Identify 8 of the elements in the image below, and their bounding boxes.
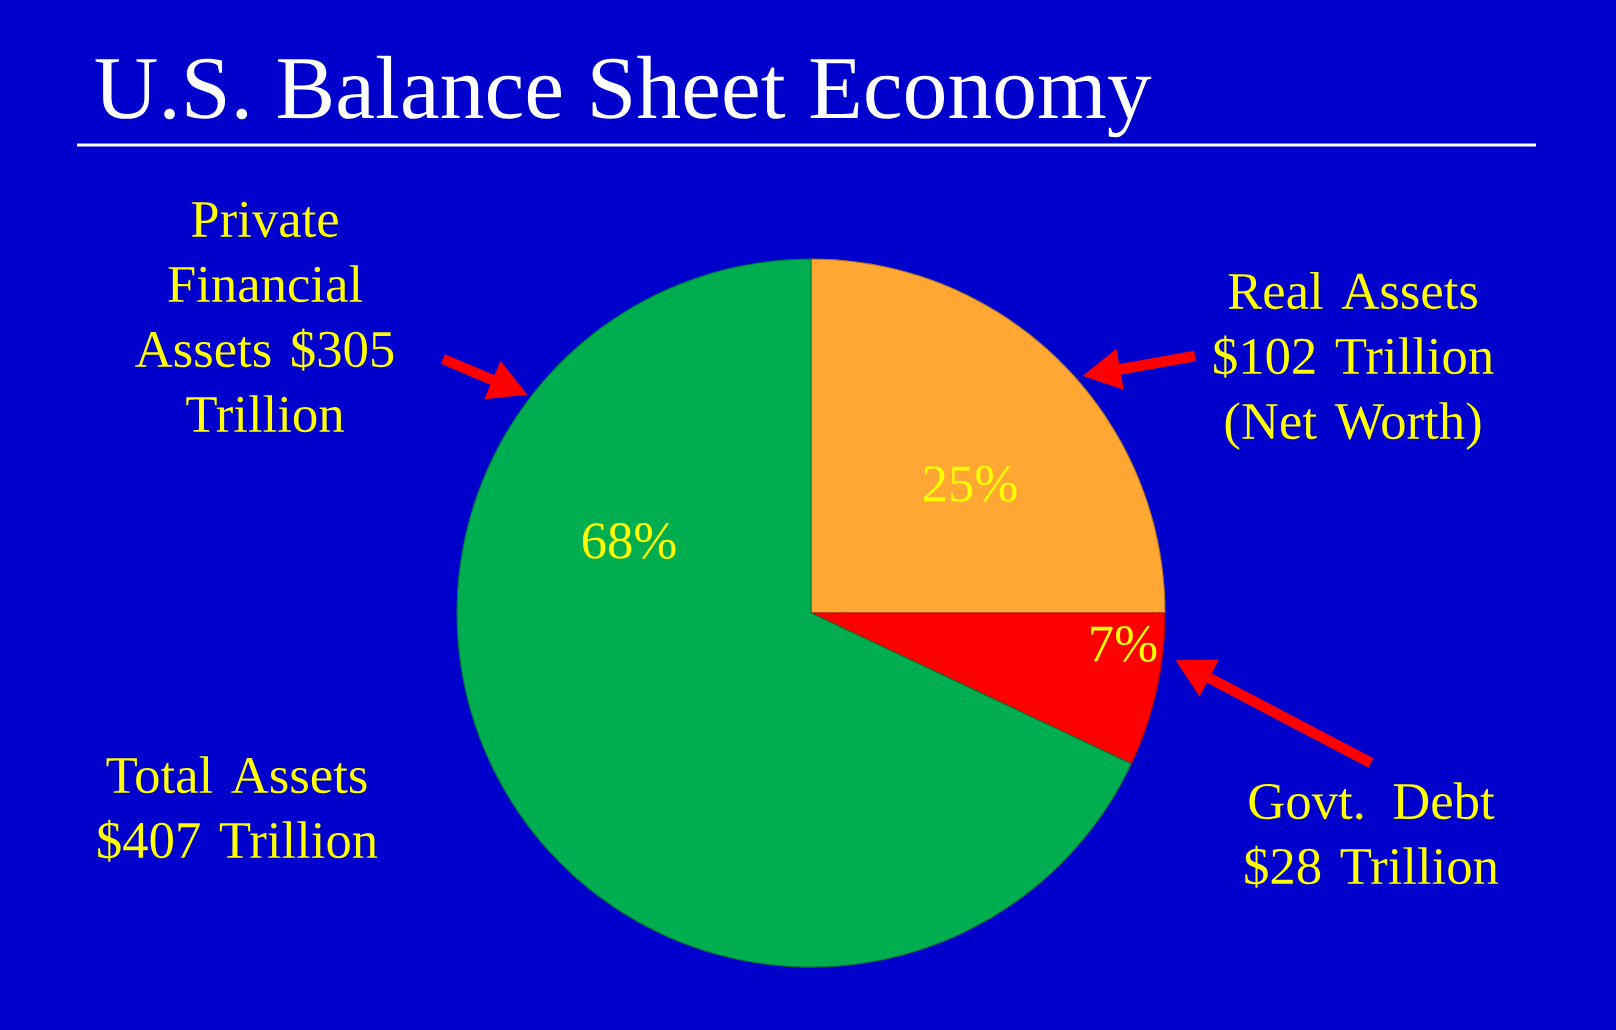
slice-label: Govt. Debt $28 Trillion [1245,782,1499,888]
data-label: 25% [924,466,1017,502]
chart-title: U.S. Balance Sheet Economy [95,55,1152,138]
data-label: 68% [582,523,676,559]
text: Total Assets $407 Trillion [98,756,378,862]
slice-label: Private Financial Assets $305 Trillion [135,201,394,433]
data-label: 7% [1091,626,1157,662]
slice-label: Real Assets $102 Trillion (Net Worth) [1214,272,1494,450]
